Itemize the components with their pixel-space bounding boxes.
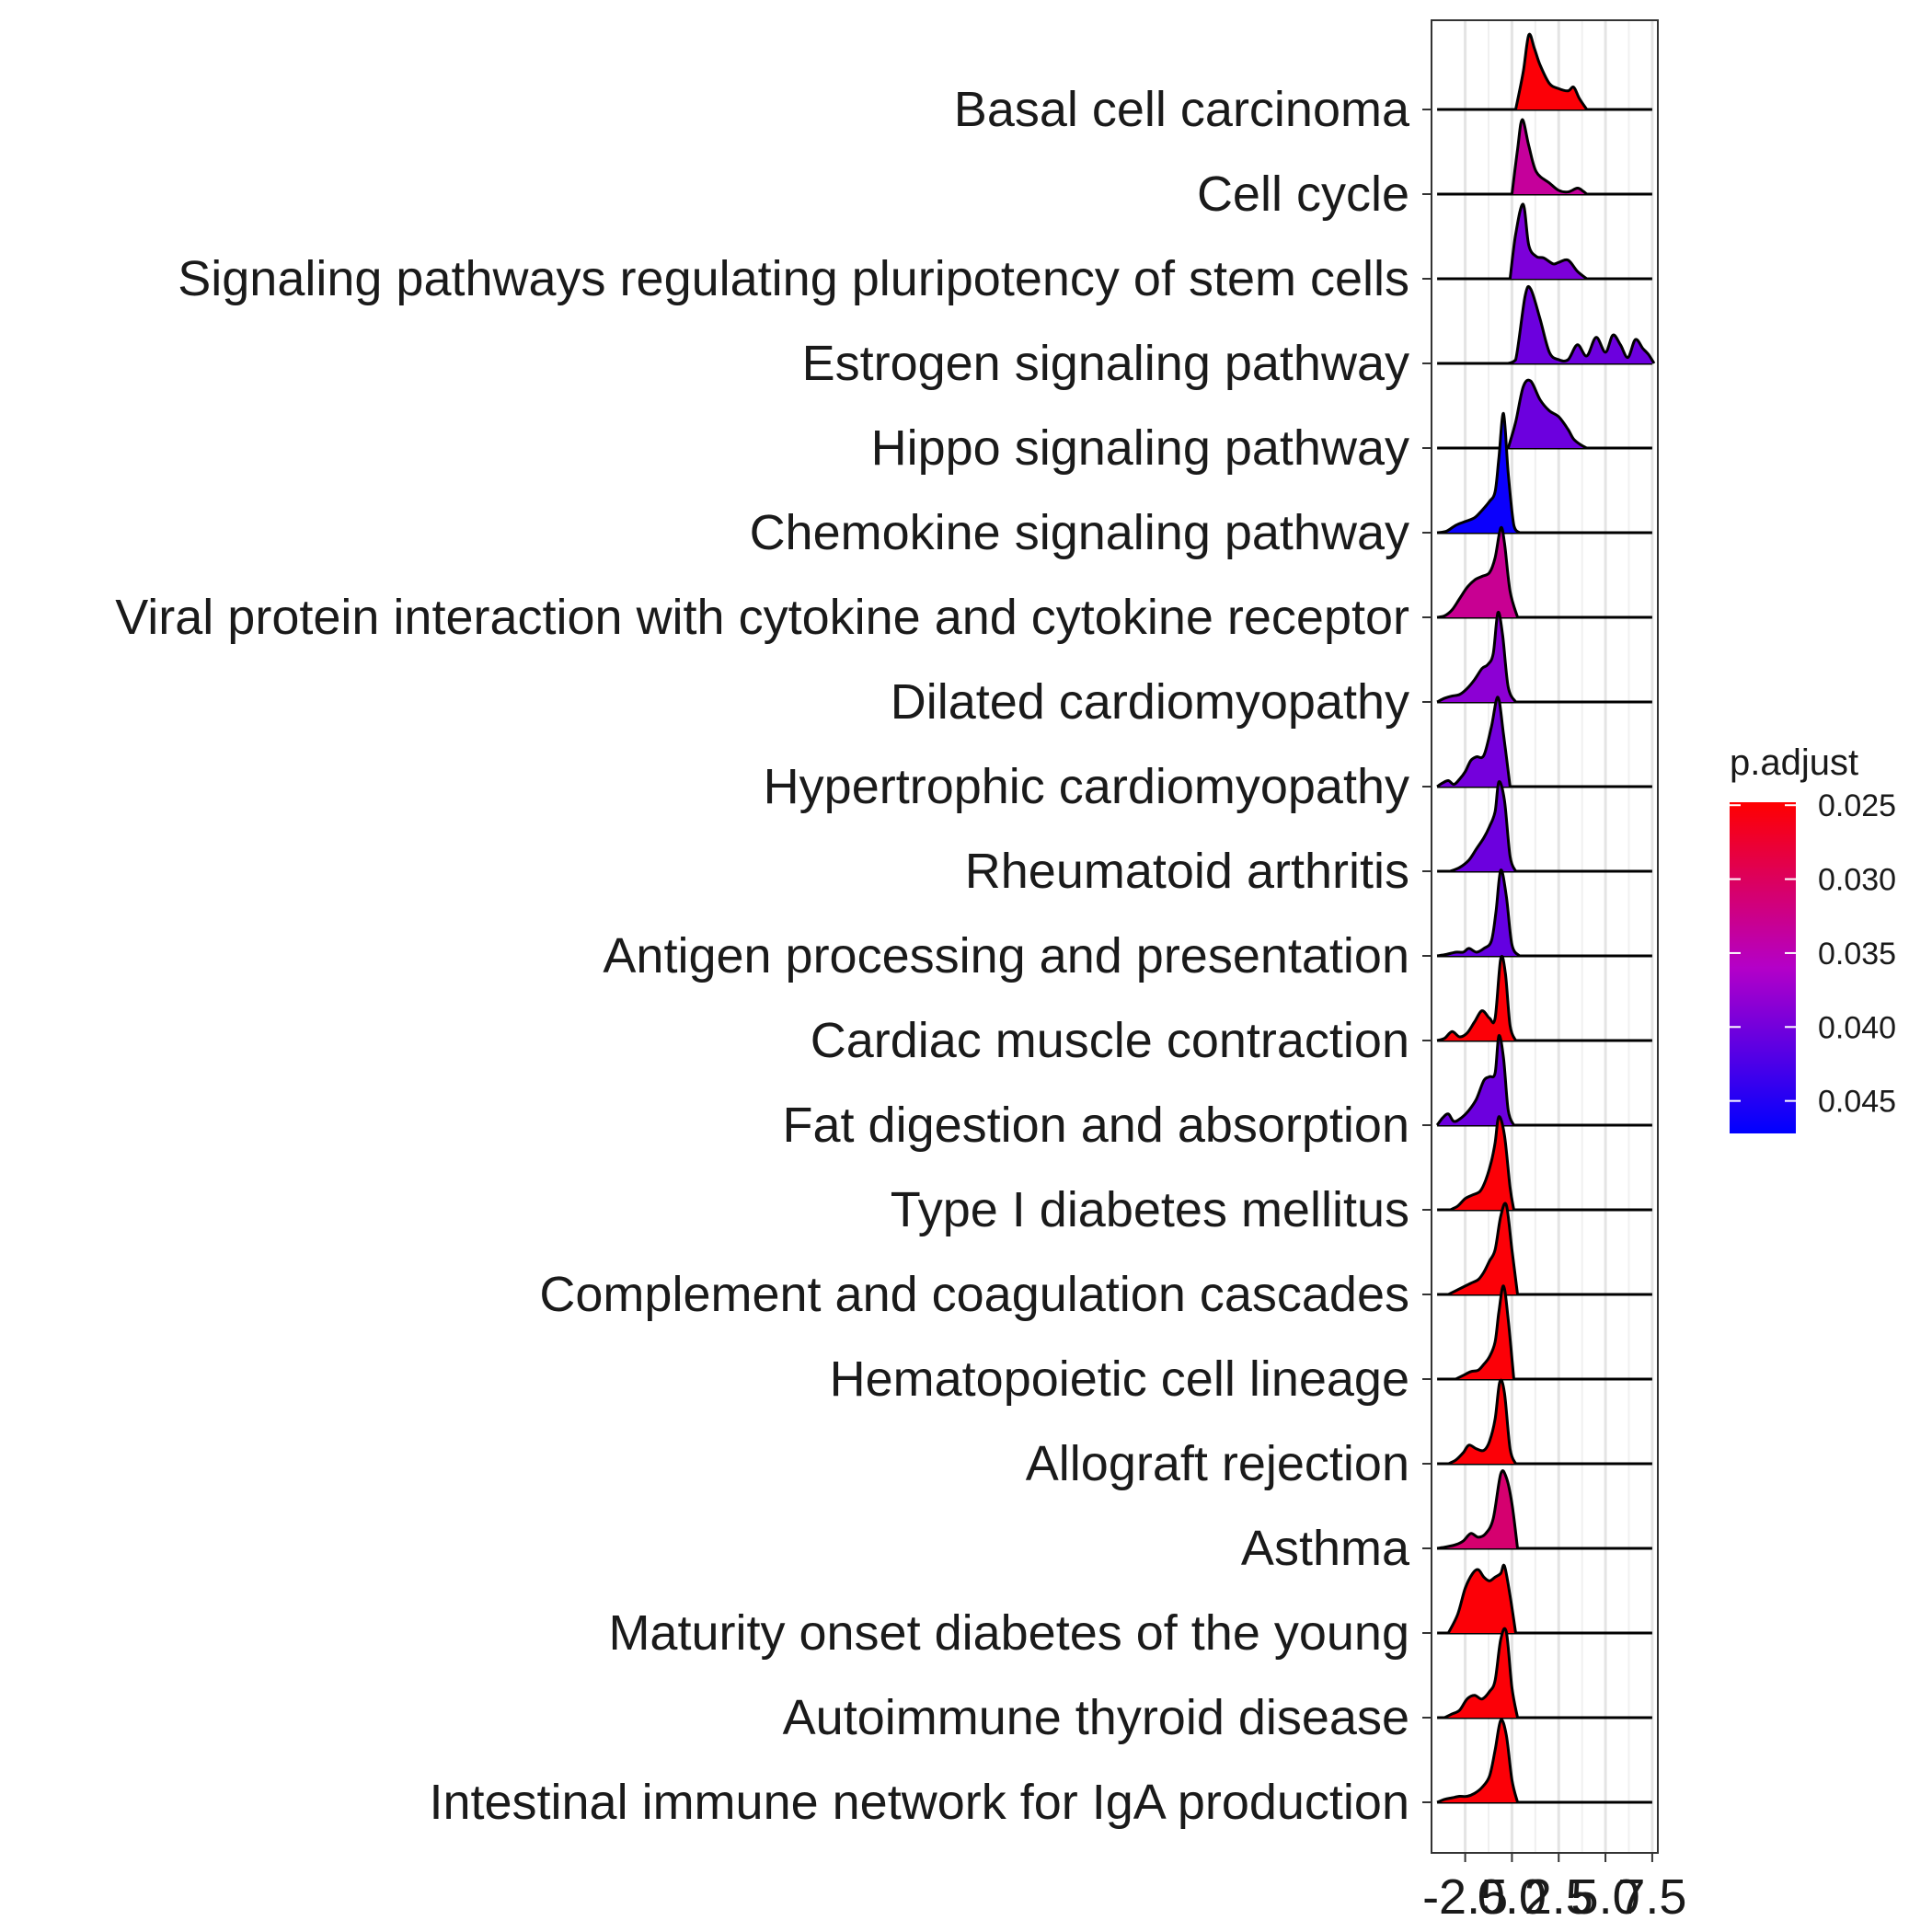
category-label: Basal cell carcinoma: [954, 82, 1410, 137]
ridge: [1437, 32, 1652, 111]
ridge: [1437, 202, 1652, 281]
ridge-fill: [1450, 1116, 1514, 1210]
legend-tick-label: 0.030: [1818, 863, 1896, 898]
category-label: Hematopoietic cell lineage: [830, 1351, 1409, 1407]
category-label: Type I diabetes mellitus: [891, 1182, 1409, 1237]
ridge-fill: [1508, 380, 1587, 448]
legend-tick-label: 0.040: [1818, 1010, 1896, 1045]
ridge-fill: [1448, 1380, 1516, 1464]
category-label: Viral protein interaction with cytokine …: [115, 590, 1409, 645]
legend-tick-label: 0.045: [1818, 1085, 1896, 1120]
legend-ticks: 0.025 0.030 0.035 0.040 0.045: [1730, 788, 1896, 1120]
ridge-outline: [1436, 1718, 1519, 1804]
category-label: Maturity onset diabetes of the young: [608, 1605, 1409, 1661]
x-tick-label: 2.5: [1524, 1869, 1593, 1925]
x-tick-label: -2.5: [1422, 1869, 1508, 1925]
ridge: [1436, 954, 1652, 1042]
ridge: [1436, 1718, 1652, 1804]
ridge: [1437, 1627, 1652, 1719]
category-label: Asthma: [1241, 1521, 1410, 1576]
category-label: Rheumatoid arthritis: [965, 844, 1409, 899]
category-label: Estrogen signaling pathway: [802, 336, 1409, 391]
category-label: Dilated cardiomyopathy: [891, 674, 1409, 730]
category-label: Signaling pathways regulating pluripoten…: [178, 251, 1409, 306]
ridge-fill: [1437, 696, 1511, 787]
ridge-outline: [1508, 202, 1588, 281]
ridge-outline: [1455, 1284, 1515, 1381]
ridge: [1437, 1202, 1652, 1296]
category-label: Chemokine signaling pathway: [750, 505, 1409, 560]
category-label: Antigen processing and presentation: [603, 928, 1409, 983]
ridge: [1437, 1378, 1652, 1466]
ridge: [1437, 1284, 1652, 1381]
ridge-outline: [1449, 1115, 1515, 1212]
category-label: Complement and coagulation cascades: [539, 1267, 1409, 1322]
category-label: Allograft rejection: [1026, 1436, 1409, 1491]
ridge: [1437, 780, 1652, 873]
x-axis: -2.50.02.55.07.5: [1422, 1853, 1686, 1925]
ridge-outline: [1436, 868, 1521, 958]
category-label: Autoimmune thyroid disease: [783, 1690, 1409, 1745]
ridge: [1436, 411, 1652, 535]
ridge-fill: [1448, 1565, 1516, 1633]
ridge-outline: [1449, 780, 1517, 873]
ridge-fill: [1508, 286, 1654, 363]
legend-tick-label: 0.025: [1818, 788, 1896, 823]
ridge-outline: [1436, 954, 1517, 1042]
ridge-outline: [1436, 525, 1519, 619]
category-label: Hypertrophic cardiomyopathy: [764, 759, 1409, 814]
ridge-outline: [1510, 118, 1588, 196]
ridge-outline: [1447, 1202, 1520, 1296]
legend: p.adjust 0.025 0.030 0.035 0.040 0.045: [1730, 742, 1896, 1133]
ridge: [1436, 696, 1652, 788]
ridge-outline: [1436, 610, 1517, 704]
ridge-outline: [1514, 32, 1588, 110]
ridge-outline: [1447, 1378, 1517, 1466]
category-label: Intestinal immune network for IgA produc…: [429, 1775, 1409, 1830]
ridge-fill: [1437, 1470, 1518, 1548]
colorbar: [1730, 802, 1796, 1133]
category-label: Cardiac muscle contraction: [811, 1013, 1409, 1068]
ridge-outline: [1506, 378, 1588, 450]
ridge: [1435, 1034, 1652, 1127]
ridge: [1437, 118, 1652, 196]
legend-tick-label: 0.035: [1818, 937, 1896, 972]
ridge: [1437, 378, 1652, 450]
ridge: [1436, 525, 1652, 619]
ridge: [1437, 284, 1656, 365]
plot-border: [1431, 19, 1659, 1854]
x-tick-label: 0.0: [1478, 1869, 1547, 1925]
ridge-fill: [1450, 781, 1516, 871]
ridge-fill: [1512, 120, 1587, 194]
ridge-outline: [1507, 284, 1656, 365]
ridge-outline: [1436, 1469, 1520, 1550]
ridge-outline: [1436, 696, 1512, 788]
ridge: [1436, 868, 1652, 958]
category-label: Hippo signaling pathway: [871, 420, 1409, 476]
category-label: Cell cycle: [1197, 167, 1409, 222]
ridge: [1436, 610, 1652, 704]
legend-title: p.adjust: [1730, 742, 1858, 783]
x-tick-label: 5.0: [1571, 1869, 1640, 1925]
ridge-outline: [1443, 1627, 1519, 1719]
ridge: [1437, 1115, 1652, 1212]
ridge-outline: [1436, 411, 1521, 535]
ridge-outline: [1435, 1034, 1515, 1126]
ridge: [1437, 1563, 1652, 1635]
ridge-fill: [1437, 413, 1520, 533]
y-axis: Basal cell carcinoma Cell cycle Signaling …: [115, 82, 1432, 1830]
x-tick-label: 7.5: [1617, 1869, 1686, 1925]
ridge: [1436, 1469, 1652, 1550]
ridge-outline: [1446, 1563, 1517, 1634]
ridge-fill: [1437, 1035, 1514, 1125]
ridges: [1435, 32, 1656, 1804]
category-label: Fat digestion and absorption: [783, 1098, 1409, 1153]
